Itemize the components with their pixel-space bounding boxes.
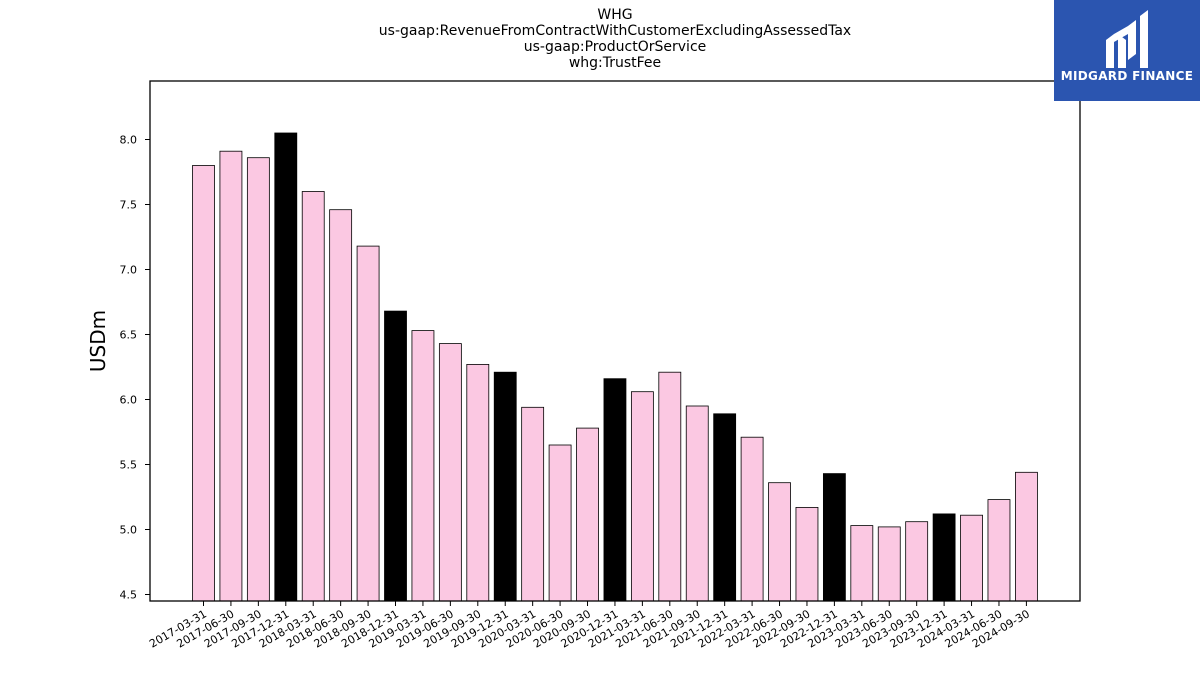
bar xyxy=(301,191,325,602)
bar xyxy=(713,413,737,602)
y-tick-label: 6.0 xyxy=(120,394,138,407)
bar xyxy=(658,371,682,602)
bar xyxy=(411,330,435,602)
chart-title: WHG xyxy=(597,7,633,23)
chart-subtitle-member: whg:TrustFee xyxy=(568,55,662,71)
bar xyxy=(768,482,791,602)
bar xyxy=(219,150,243,602)
chart-subtitle-axis: us-gaap:ProductOrService xyxy=(523,39,707,55)
bar xyxy=(850,525,874,602)
y-tick-label: 6.5 xyxy=(120,329,138,342)
bar xyxy=(822,473,846,602)
bar xyxy=(329,209,353,602)
chart-subtitle-concept: us-gaap:RevenueFromContractWithCustomerE… xyxy=(378,23,852,39)
bar xyxy=(932,513,956,602)
bar xyxy=(192,165,215,602)
logo-text: MIDGARD FINANCE xyxy=(1060,69,1194,83)
y-axis-label: USDm xyxy=(86,310,110,372)
bar xyxy=(356,245,380,602)
bar xyxy=(576,427,599,602)
bar xyxy=(795,506,819,602)
bar xyxy=(877,526,901,602)
bar xyxy=(960,514,983,602)
bar xyxy=(987,499,1011,602)
y-tick-label: 8.0 xyxy=(120,134,138,147)
midgard-logo-icon xyxy=(1106,10,1148,68)
bar xyxy=(548,444,572,602)
bar xyxy=(384,310,407,602)
bar xyxy=(246,157,270,602)
y-tick-label: 7.5 xyxy=(120,199,138,212)
bar xyxy=(438,343,462,602)
bar xyxy=(685,405,709,602)
bar xyxy=(521,406,545,602)
bar xyxy=(274,132,298,602)
y-tick-label: 4.5 xyxy=(120,589,138,602)
bar xyxy=(603,378,627,602)
midgard-finance-logo: MIDGARD FINANCE xyxy=(1054,0,1200,101)
y-tick-label: 5.0 xyxy=(120,524,138,537)
bar xyxy=(1015,471,1038,602)
bar xyxy=(740,436,764,602)
bar xyxy=(466,363,490,602)
y-tick-label: 5.5 xyxy=(120,459,138,472)
y-tick-label: 7.0 xyxy=(120,264,138,277)
bar xyxy=(905,521,929,602)
bar xyxy=(630,391,654,602)
bar xyxy=(493,371,517,602)
